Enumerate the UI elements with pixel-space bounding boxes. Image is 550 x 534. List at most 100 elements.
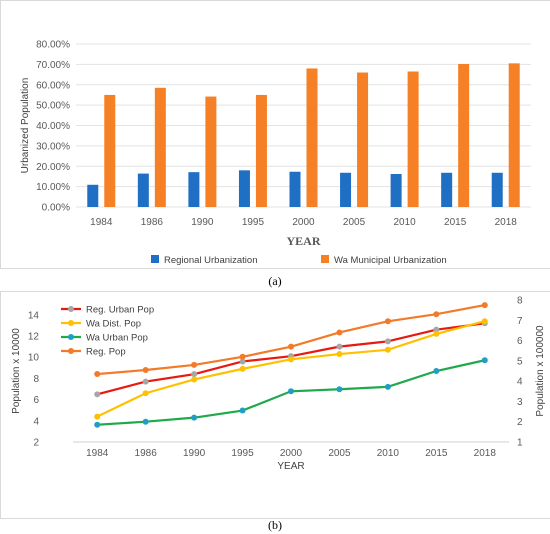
x-tick-label: 2018: [495, 217, 518, 228]
wa-dist-pop-point: [142, 390, 149, 397]
right-y-tick-label: 7: [517, 316, 523, 327]
left-y-tick-label: 4: [33, 416, 39, 427]
left-y-tick-label: 14: [28, 310, 40, 321]
left-y-tick-label: 6: [33, 395, 39, 406]
y-tick-label: 70.00%: [36, 60, 70, 71]
x-tick-label: 1995: [242, 217, 265, 228]
urbanization-bar-chart: 0.00% 10.00% 20.00% 30.00% 40.00% 50.00% 60.00…: [20, 40, 531, 266]
y-tick-label: 80.00%: [36, 40, 70, 51]
x-axis-title: YEAR: [277, 461, 304, 472]
bar-chart-panel: 0.00% 10.00% 20.00% 30.00% 40.00% 50.00% 60.00…: [0, 0, 550, 269]
right-y-tick-label: 6: [517, 336, 523, 347]
wa-municipal-bar: [154, 87, 166, 207]
wa-dist-pop-point: [94, 413, 101, 420]
reg-urban-pop-point: [191, 371, 198, 378]
x-tick-label: 2005: [328, 448, 351, 459]
regional-bar: [491, 172, 503, 207]
reg-urban-pop-point: [384, 338, 391, 345]
x-tick-label: 1990: [183, 448, 206, 459]
y-tick-label: 0.00%: [42, 203, 70, 214]
legend-marker: [68, 306, 74, 312]
x-tick-label: 2000: [280, 448, 303, 459]
x-tick-label: 2000: [292, 217, 315, 228]
reg-pop-point: [94, 371, 101, 378]
wa-municipal-bar: [357, 72, 369, 208]
y-tick-label: 50.00%: [36, 101, 70, 112]
x-tick-label: 2015: [444, 217, 467, 228]
legend-label: Regional Urbanization: [164, 255, 257, 266]
right-y-tick-label: 4: [517, 377, 523, 388]
regional-bar: [441, 172, 453, 207]
caption-b: (b): [268, 518, 282, 532]
wa-dist-pop-point: [336, 351, 343, 358]
x-tick-label: 2005: [343, 217, 366, 228]
wa-urban-pop-point: [191, 414, 198, 421]
right-y-tick-label: 5: [517, 356, 523, 367]
right-y-tick-label: 1: [517, 438, 523, 449]
y-axis-title: Urbanized Population: [20, 78, 31, 174]
wa-municipal-bar: [205, 96, 217, 207]
wa-urban-pop-point: [481, 357, 488, 364]
right-y-tick-label: 3: [517, 397, 523, 408]
wa-urban-pop-point: [239, 407, 246, 414]
left-y-tick-label: 2: [33, 438, 39, 449]
x-tick-label: 1990: [191, 217, 214, 228]
wa-urban-pop-point: [336, 386, 343, 393]
regional-bar: [390, 173, 402, 207]
legend-marker: [68, 320, 74, 326]
x-tick-label: 1984: [90, 217, 113, 228]
right-y-axis-title: Population x 100000: [535, 325, 546, 417]
wa-urban-pop-point: [94, 421, 101, 428]
x-axis-title: YEAR: [286, 234, 320, 248]
reg-pop-point: [384, 318, 391, 325]
legend-marker: [68, 334, 74, 340]
wa-dist-pop-point: [433, 330, 440, 337]
x-tick-label: 1984: [86, 448, 109, 459]
wa-urban-pop-point: [142, 418, 149, 425]
wa-dist-pop-point: [239, 365, 246, 372]
right-y-tick-label: 8: [517, 296, 523, 307]
legend-label: Wa Urban Pop: [86, 333, 148, 344]
caption-a: (a): [268, 274, 282, 288]
reg-urban-pop-point: [433, 326, 440, 333]
regional-bar: [238, 170, 250, 207]
wa-municipal-bar: [306, 68, 318, 207]
legend-marker: [68, 348, 74, 354]
reg-pop-point: [481, 302, 488, 309]
reg-pop-point: [142, 366, 149, 373]
line-chart-panel: 2 4 6 8 10 12 14 1 2 3 4 5 6 7 8 1984 1986 1990 1995 2000 20…: [0, 291, 550, 519]
reg-urban-pop-point: [142, 378, 149, 385]
y-tick-label: 30.00%: [36, 141, 70, 152]
wa-municipal-bar: [407, 71, 419, 207]
regional-bar: [340, 172, 352, 207]
left-y-tick-label: 8: [33, 374, 39, 385]
wa-dist-pop-point: [481, 318, 488, 325]
x-tick-label: 1986: [135, 448, 158, 459]
wa-dist-pop-point: [288, 356, 294, 363]
legend-swatch: [151, 255, 159, 263]
regional-bar: [289, 171, 301, 207]
legend-swatch: [321, 255, 329, 263]
y-tick-label: 20.00%: [36, 162, 70, 173]
x-tick-label: 1986: [141, 217, 164, 228]
x-tick-label: 1995: [231, 448, 254, 459]
legend-label: Reg. Pop: [86, 347, 126, 358]
wa-urban-pop-point: [433, 368, 440, 374]
regional-bar: [87, 184, 99, 207]
y-tick-label: 10.00%: [36, 182, 70, 193]
y-tick-label: 40.00%: [36, 121, 70, 132]
wa-dist-pop-point: [191, 376, 198, 383]
reg-urban-pop-point: [336, 343, 343, 350]
reg-pop-point: [336, 329, 343, 336]
x-tick-label: 2010: [393, 217, 416, 228]
right-y-tick-label: 2: [517, 417, 523, 428]
wa-municipal-bar: [458, 63, 470, 207]
legend-label: Wa Dist. Pop: [86, 319, 141, 330]
legend-label: Wa Municipal Urbanization: [334, 255, 447, 266]
y-tick-label: 60.00%: [36, 80, 70, 91]
reg-pop-point: [288, 343, 294, 350]
reg-urban-pop-point: [94, 391, 101, 398]
wa-urban-pop-point: [288, 388, 294, 395]
wa-dist-pop-point: [384, 346, 391, 353]
